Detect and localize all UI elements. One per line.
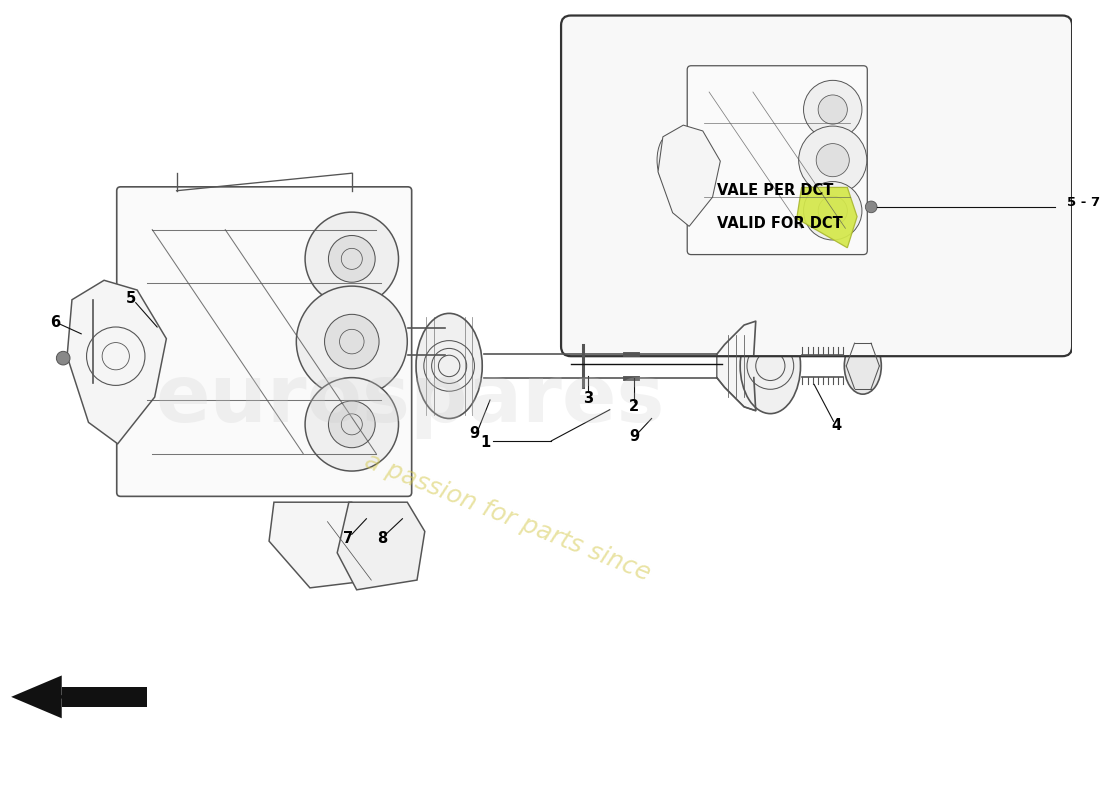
- Text: 6: 6: [50, 314, 60, 330]
- Text: a passion for parts since: a passion for parts since: [361, 448, 654, 586]
- Polygon shape: [658, 125, 720, 226]
- Text: 5 - 7: 5 - 7: [1067, 197, 1100, 210]
- Polygon shape: [11, 675, 62, 718]
- Circle shape: [305, 378, 398, 471]
- FancyBboxPatch shape: [561, 15, 1072, 356]
- Circle shape: [818, 95, 847, 124]
- Circle shape: [329, 235, 375, 282]
- Polygon shape: [796, 187, 857, 248]
- Ellipse shape: [74, 300, 114, 383]
- Ellipse shape: [845, 338, 881, 394]
- Text: 9: 9: [470, 426, 480, 441]
- Circle shape: [305, 212, 398, 306]
- Ellipse shape: [740, 318, 801, 414]
- Text: 8: 8: [377, 530, 387, 546]
- Text: 5: 5: [125, 291, 136, 306]
- Polygon shape: [717, 321, 756, 410]
- Text: eurospares: eurospares: [155, 361, 666, 439]
- Circle shape: [818, 196, 847, 226]
- Circle shape: [56, 351, 70, 365]
- Text: 4: 4: [832, 418, 842, 433]
- Text: 9: 9: [629, 430, 639, 445]
- Circle shape: [866, 201, 877, 213]
- FancyBboxPatch shape: [688, 66, 867, 254]
- Bar: [62, 687, 147, 706]
- Circle shape: [329, 401, 375, 448]
- Polygon shape: [338, 502, 425, 590]
- Ellipse shape: [657, 135, 682, 186]
- Circle shape: [296, 286, 407, 397]
- Text: VALE PER DCT: VALE PER DCT: [717, 183, 833, 198]
- Polygon shape: [270, 502, 384, 588]
- Polygon shape: [67, 280, 166, 444]
- Circle shape: [803, 182, 862, 240]
- Circle shape: [816, 144, 849, 177]
- Text: 1: 1: [480, 435, 491, 450]
- Circle shape: [799, 126, 867, 194]
- Circle shape: [324, 314, 380, 369]
- FancyBboxPatch shape: [117, 187, 411, 496]
- Text: 3: 3: [583, 390, 593, 406]
- Text: 7: 7: [343, 530, 353, 546]
- Text: VALID FOR DCT: VALID FOR DCT: [717, 216, 843, 231]
- Ellipse shape: [416, 314, 482, 418]
- Circle shape: [803, 80, 862, 138]
- Text: 2: 2: [629, 399, 639, 414]
